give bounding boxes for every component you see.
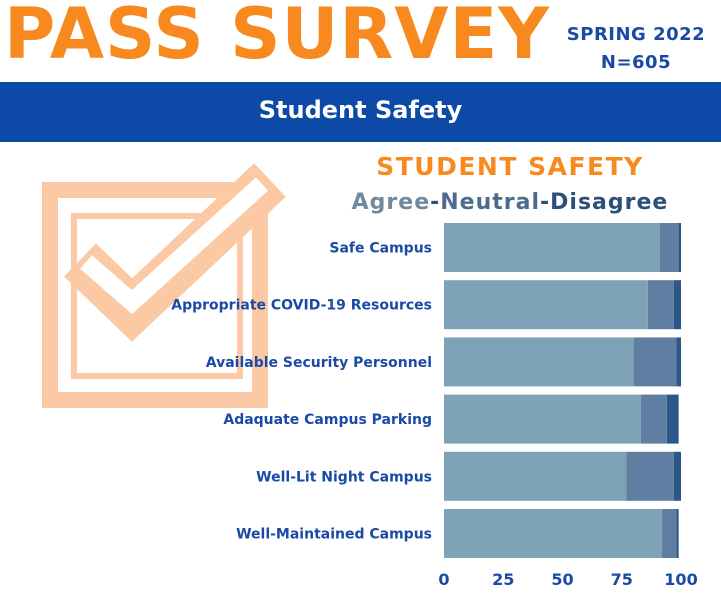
bar-agree-appropriate-covid-19-resources <box>444 280 648 330</box>
x-tick-label: 50 <box>551 570 573 589</box>
bar-agree-available-security-personnel <box>444 337 634 387</box>
category-label-adaquate-campus-parking: Adaquate Campus Parking <box>223 412 432 428</box>
subtitle-agree: Agree <box>351 190 431 215</box>
page-title: PASS SURVEY <box>4 0 550 75</box>
bar-neutral-well-maintained-campus <box>662 509 677 558</box>
subtitle-separator: - <box>540 190 551 215</box>
subtitle-disagree: Disagree <box>550 190 669 215</box>
bar-disagree-adaquate-campus-parking <box>666 394 679 444</box>
x-tick-label: 75 <box>611 570 633 589</box>
x-tick-label: 100 <box>664 570 697 589</box>
bar-disagree-well-lit-night-campus <box>673 451 681 501</box>
bar-agree-well-maintained-campus <box>444 509 663 558</box>
x-tick-label: 0 <box>438 570 449 589</box>
category-label-well-maintained-campus: Well-Maintained Campus <box>236 527 432 543</box>
category-label-well-lit-night-campus: Well-Lit Night Campus <box>256 469 432 485</box>
bar-neutral-well-lit-night-campus <box>626 451 674 501</box>
section-banner <box>0 82 721 142</box>
bar-agree-well-lit-night-campus <box>444 451 627 501</box>
x-tick-label: 25 <box>492 570 514 589</box>
bar-neutral-appropriate-covid-19-resources <box>647 280 674 330</box>
bar-agree-safe-campus <box>444 223 660 272</box>
bar-neutral-safe-campus <box>659 223 679 272</box>
bar-disagree-well-maintained-campus <box>676 509 679 558</box>
chart-subtitle: Agree-Neutral-Disagree <box>320 190 700 215</box>
bar-neutral-available-security-personnel <box>633 337 677 387</box>
chart-title: STUDENT SAFETY <box>376 152 644 181</box>
category-label-safe-campus: Safe Campus <box>329 241 432 257</box>
category-label-appropriate-covid-19-resources: Appropriate COVID-19 Resources <box>171 298 432 314</box>
bar-disagree-safe-campus <box>678 223 681 272</box>
subtitle-neutral: Neutral <box>440 190 541 215</box>
section-banner-title: Student Safety <box>258 96 463 124</box>
category-label-available-security-personnel: Available Security Personnel <box>206 355 432 371</box>
bar-agree-adaquate-campus-parking <box>444 394 641 444</box>
bar-disagree-available-security-personnel <box>676 337 681 387</box>
subtitle-separator: - <box>430 190 441 215</box>
sample-size: N=605 <box>600 52 672 73</box>
bar-disagree-appropriate-covid-19-resources <box>673 280 681 330</box>
checkbox-check-icon <box>42 163 286 408</box>
survey-term: SPRING 2022 <box>566 24 706 45</box>
bar-neutral-adaquate-campus-parking <box>640 394 667 444</box>
